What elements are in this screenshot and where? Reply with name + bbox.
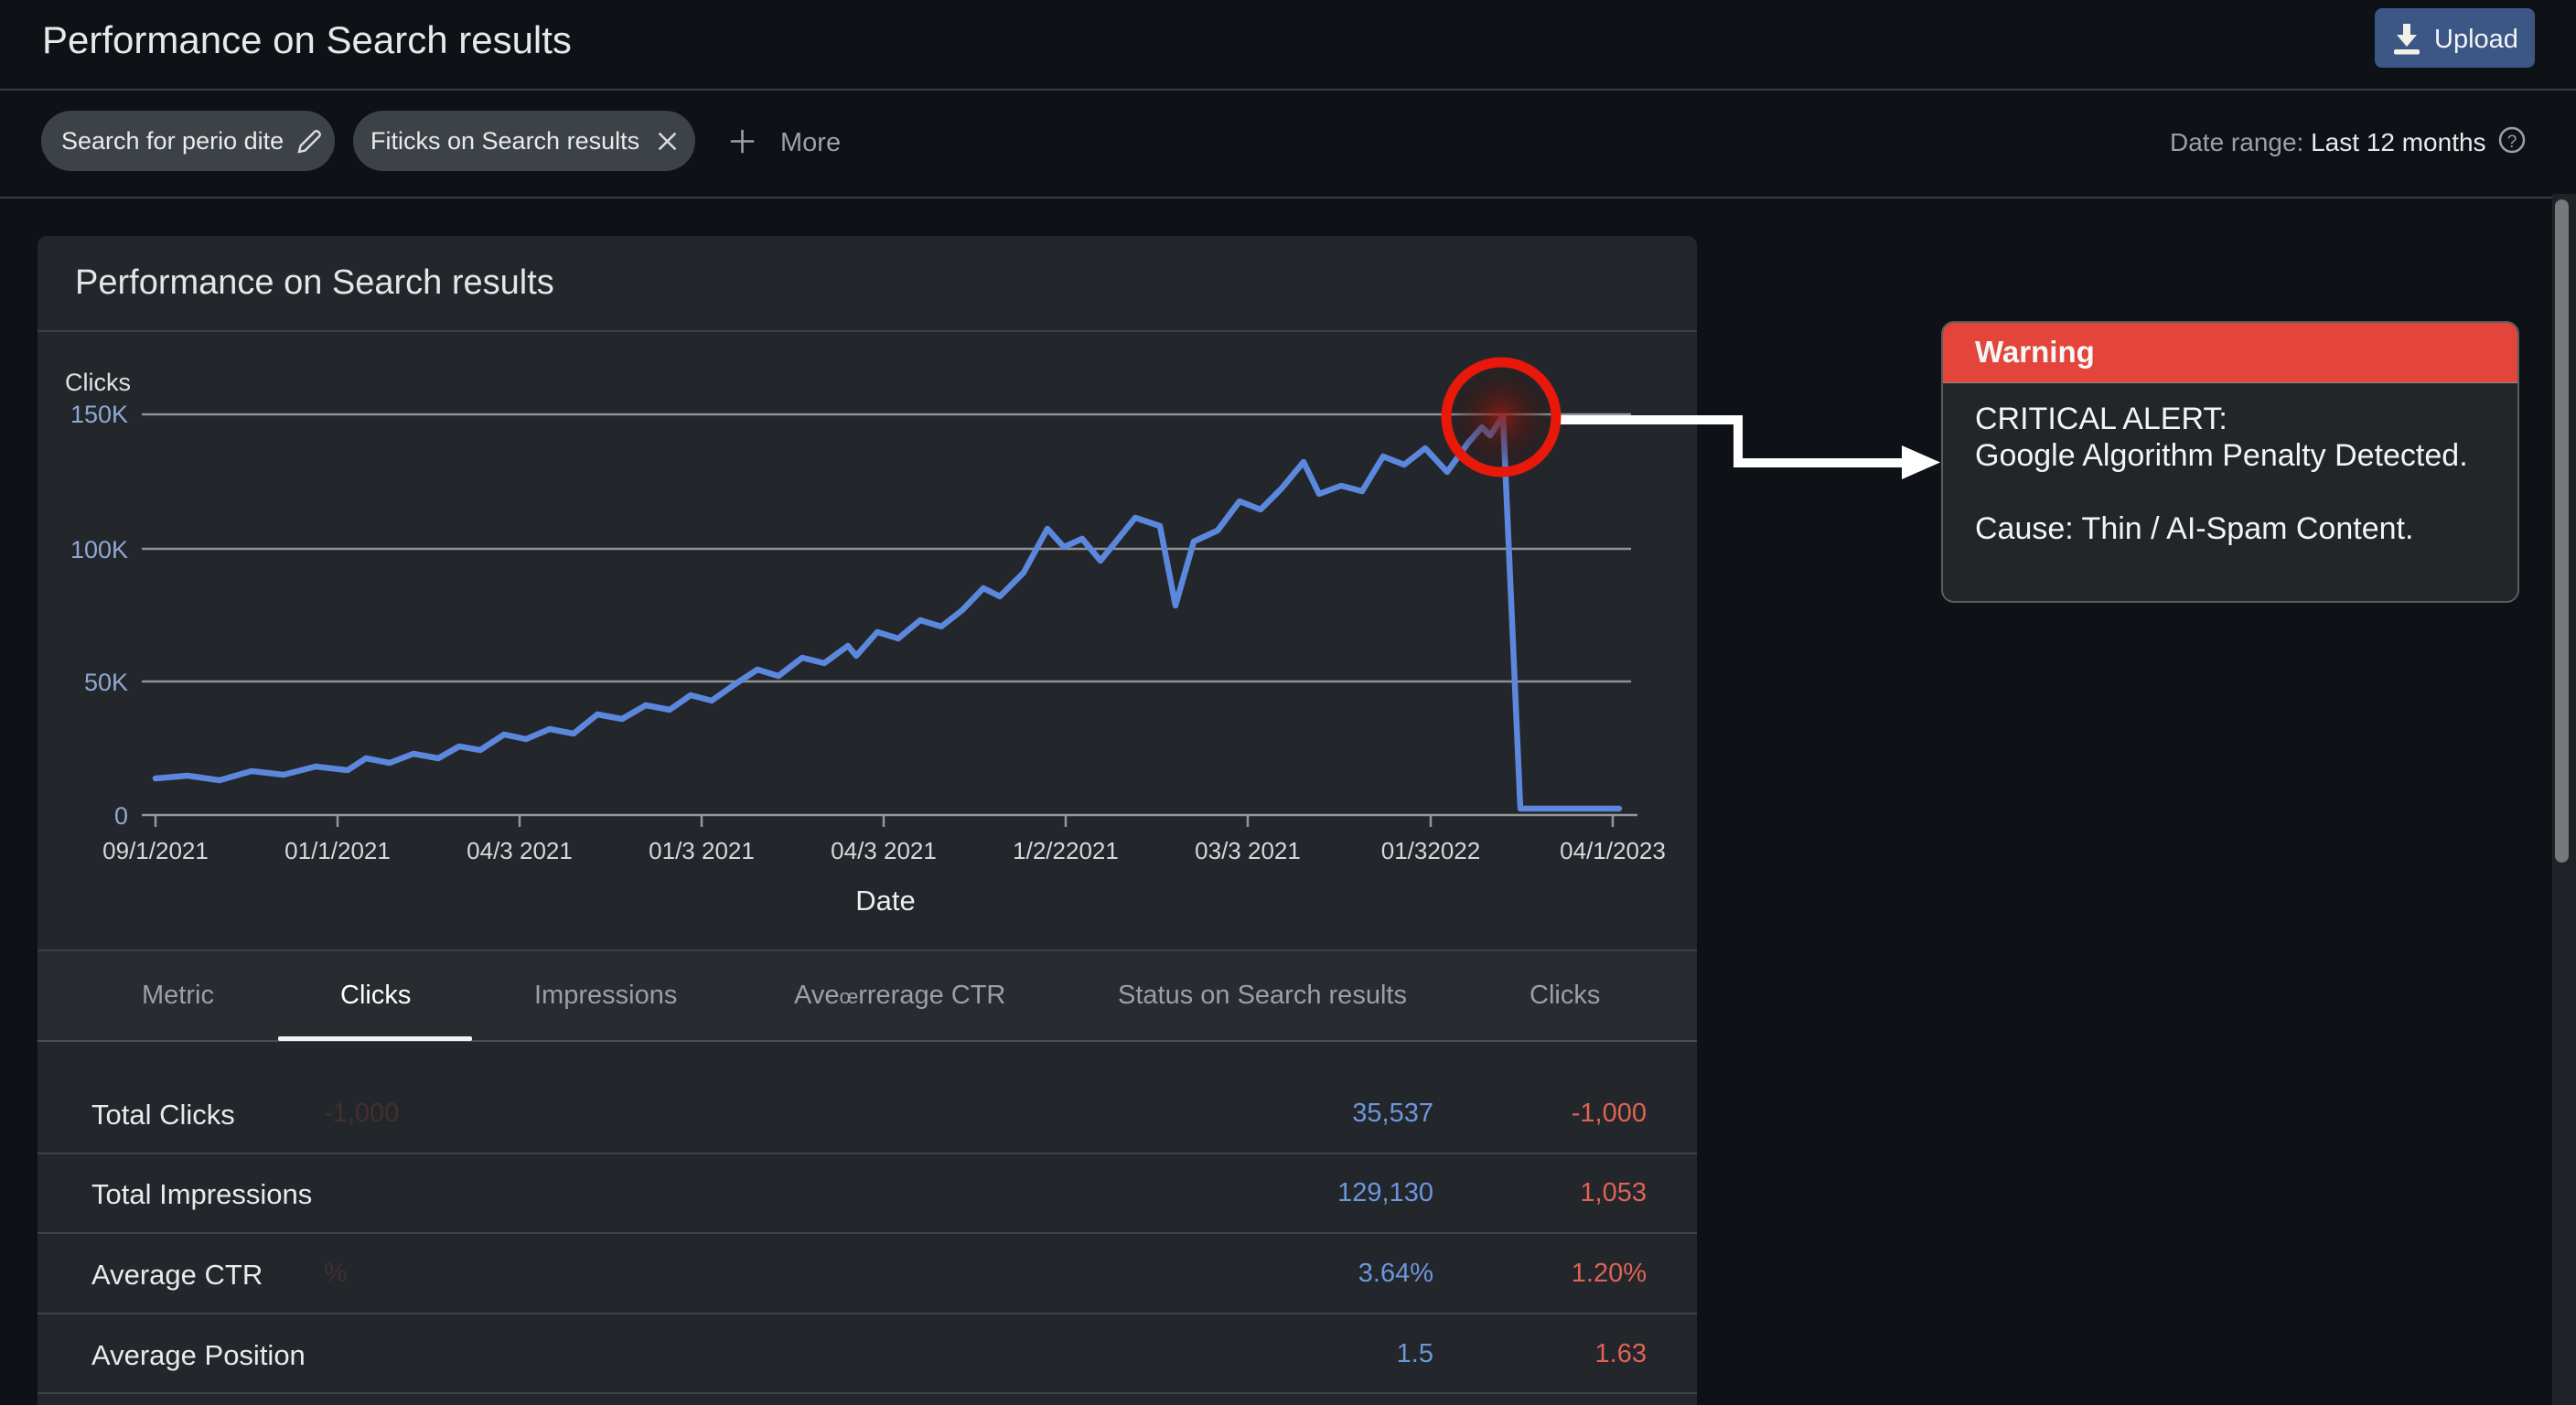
svg-text:04/3 2021: 04/3 2021 [467, 837, 573, 864]
svg-text:03/3 2021: 03/3 2021 [1195, 837, 1301, 864]
svg-text:0: 0 [114, 802, 128, 830]
svg-text:1/2/22021: 1/2/22021 [1013, 837, 1119, 864]
svg-text:Clicks: Clicks [65, 369, 131, 396]
svg-text:50K: 50K [84, 669, 128, 696]
svg-text:Date: Date [855, 885, 915, 917]
svg-text:?: ? [2507, 133, 2517, 152]
svg-text:01/32022: 01/32022 [1381, 837, 1480, 864]
svg-text:01/1/2021: 01/1/2021 [284, 837, 391, 864]
svg-text:100K: 100K [70, 536, 128, 563]
svg-text:150K: 150K [70, 401, 128, 428]
svg-text:04/1/2023: 04/1/2023 [1560, 837, 1666, 864]
svg-text:09/1/2021: 09/1/2021 [102, 837, 209, 864]
svg-text:01/3 2021: 01/3 2021 [649, 837, 755, 864]
svg-text:04/3 2021: 04/3 2021 [831, 837, 937, 864]
